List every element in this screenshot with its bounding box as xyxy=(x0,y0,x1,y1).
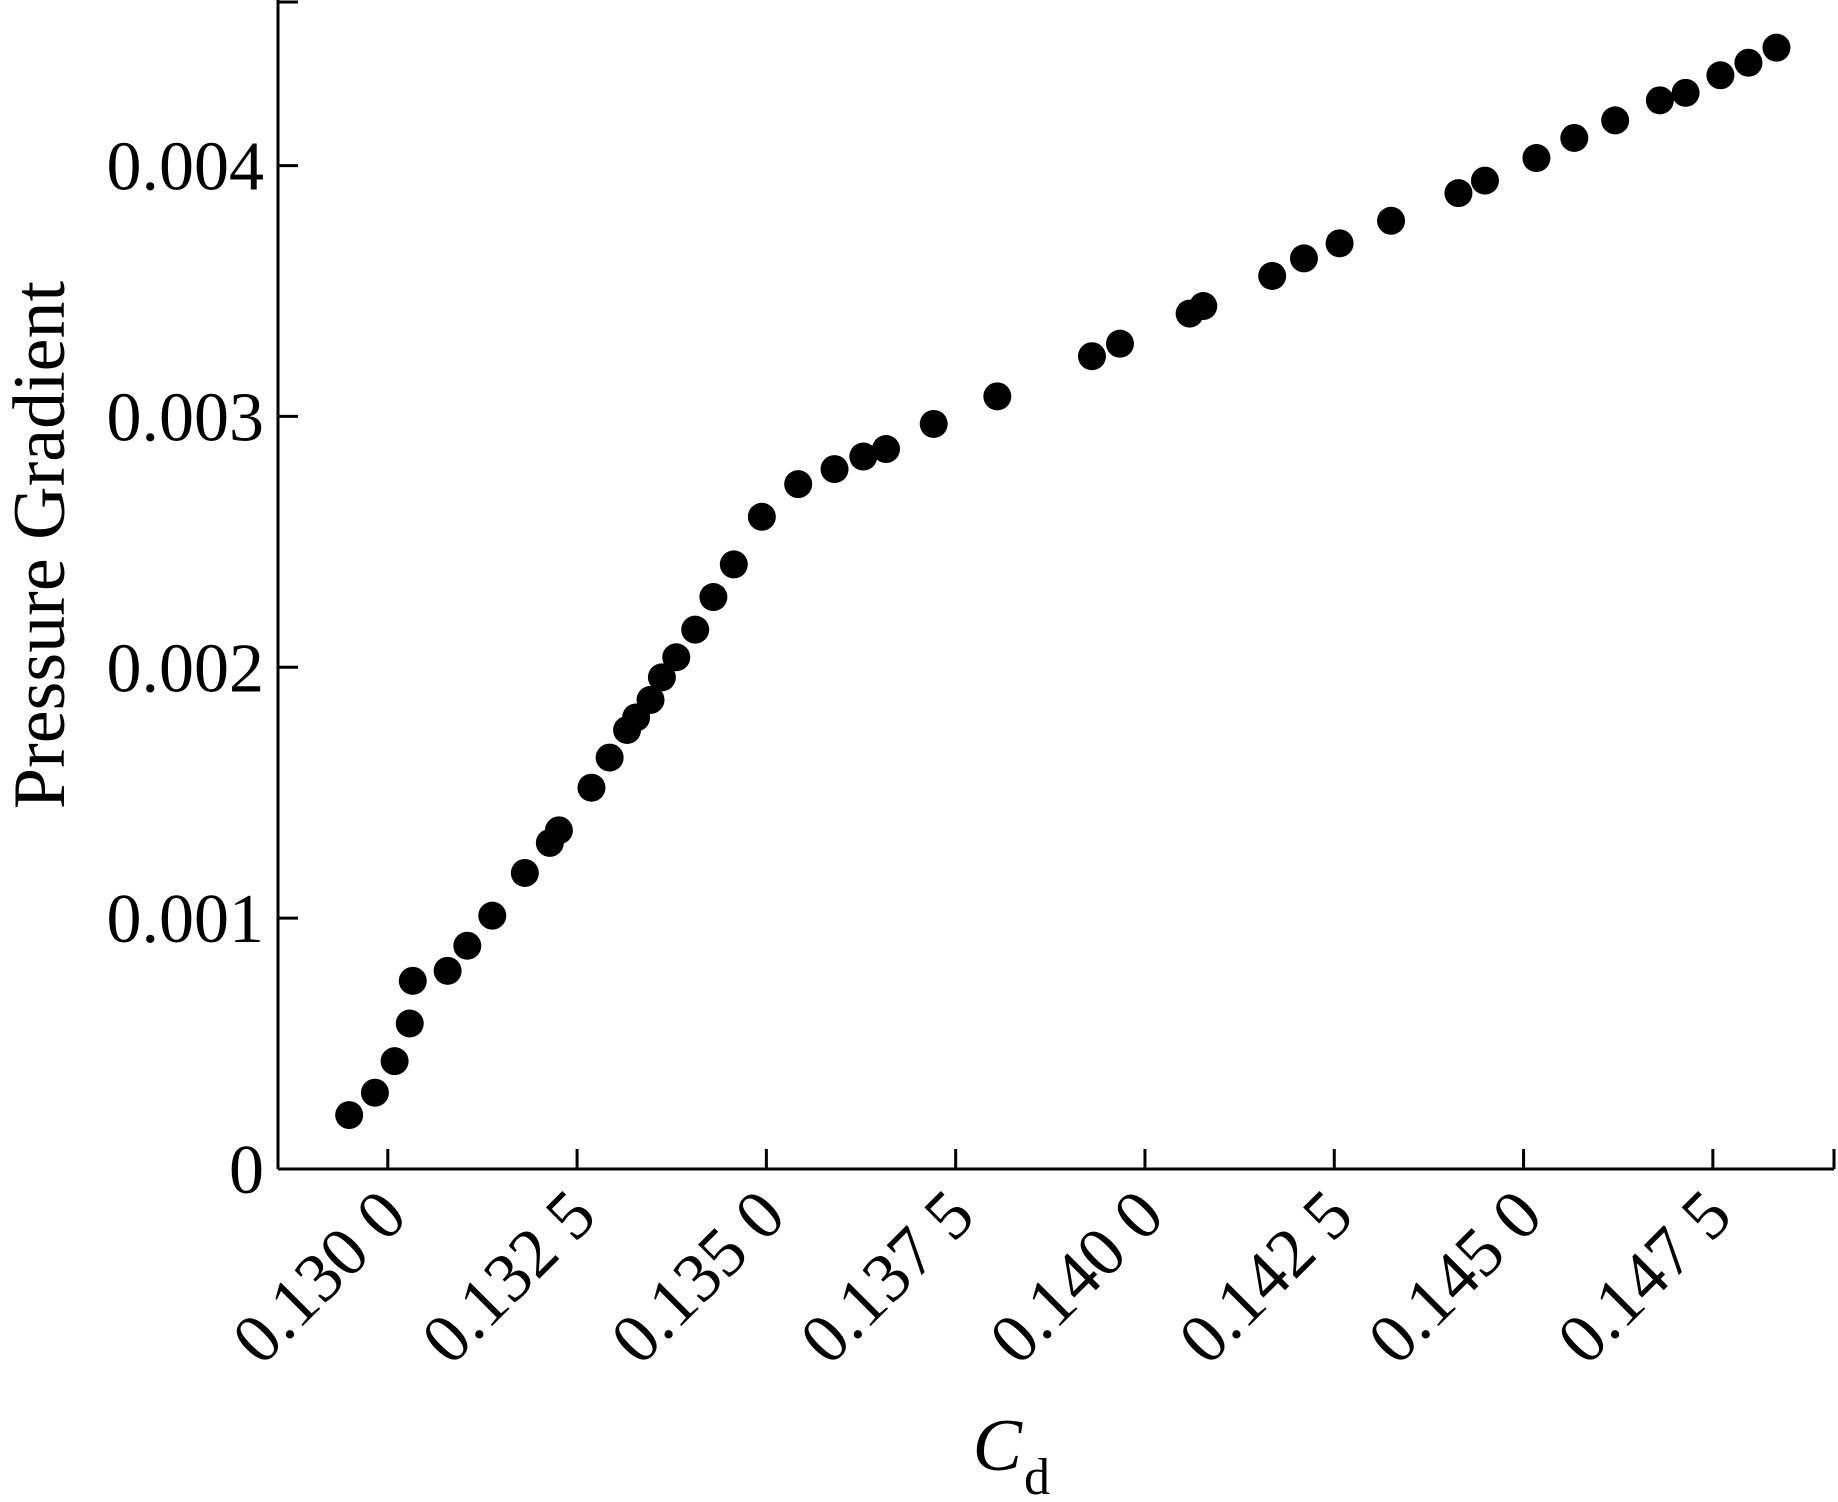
data-point xyxy=(1077,342,1106,371)
data-point xyxy=(360,1078,389,1107)
data-point xyxy=(395,1009,424,1038)
x-tick-label: 0.132 5 xyxy=(407,1176,610,1379)
data-point xyxy=(681,615,710,644)
data-point xyxy=(1560,123,1589,152)
x-tick-label: 0.137 5 xyxy=(786,1176,989,1379)
x-axis-label-subscript: d xyxy=(1024,1449,1050,1502)
data-point xyxy=(1105,329,1134,358)
data-point xyxy=(1706,61,1735,90)
data-point xyxy=(919,409,948,438)
data-point xyxy=(433,956,462,985)
data-point xyxy=(478,901,507,930)
data-point xyxy=(1289,244,1318,273)
data-point xyxy=(1522,144,1551,173)
y-tick-label: 0.002 xyxy=(107,630,265,707)
x-tick-label: 0.142 5 xyxy=(1165,1176,1368,1379)
data-point xyxy=(380,1047,409,1076)
data-point xyxy=(398,966,427,995)
data-point xyxy=(595,743,624,772)
data-point xyxy=(335,1101,364,1130)
data-point xyxy=(784,470,813,499)
data-point xyxy=(453,931,482,960)
x-axis-label: C xyxy=(973,1405,1024,1487)
data-point xyxy=(647,663,676,692)
y-tick-label: 0 xyxy=(229,1132,264,1209)
x-tick-label: 0.145 0 xyxy=(1354,1176,1557,1379)
data-point xyxy=(1601,106,1630,135)
x-tick-label: 0.135 0 xyxy=(597,1176,800,1379)
y-axis-label: Pressure Gradient xyxy=(0,281,81,810)
data-point xyxy=(1762,33,1791,62)
data-point xyxy=(1645,86,1674,115)
data-point xyxy=(1444,179,1473,208)
data-point xyxy=(636,685,665,714)
data-point xyxy=(1734,48,1763,77)
data-point xyxy=(872,435,901,464)
data-point xyxy=(1189,292,1218,321)
y-tick-label: 0.001 xyxy=(107,881,265,958)
data-point xyxy=(719,550,748,579)
data-point xyxy=(577,773,606,802)
data-point xyxy=(747,502,776,531)
data-point xyxy=(510,858,539,887)
x-tick-label: 0.140 0 xyxy=(975,1176,1178,1379)
data-point xyxy=(544,816,573,845)
y-tick-label: 0.004 xyxy=(107,129,265,206)
data-point xyxy=(820,455,849,484)
y-tick-label: 0.003 xyxy=(107,379,265,456)
data-point xyxy=(1325,229,1354,258)
data-point xyxy=(699,583,728,612)
data-point xyxy=(662,643,691,672)
data-point xyxy=(849,442,878,471)
data-point xyxy=(983,382,1012,411)
data-point xyxy=(1377,206,1406,235)
data-point xyxy=(1470,166,1499,195)
data-point xyxy=(1258,261,1287,290)
x-tick-label: 0.147 5 xyxy=(1543,1176,1746,1379)
data-point xyxy=(1671,78,1700,107)
